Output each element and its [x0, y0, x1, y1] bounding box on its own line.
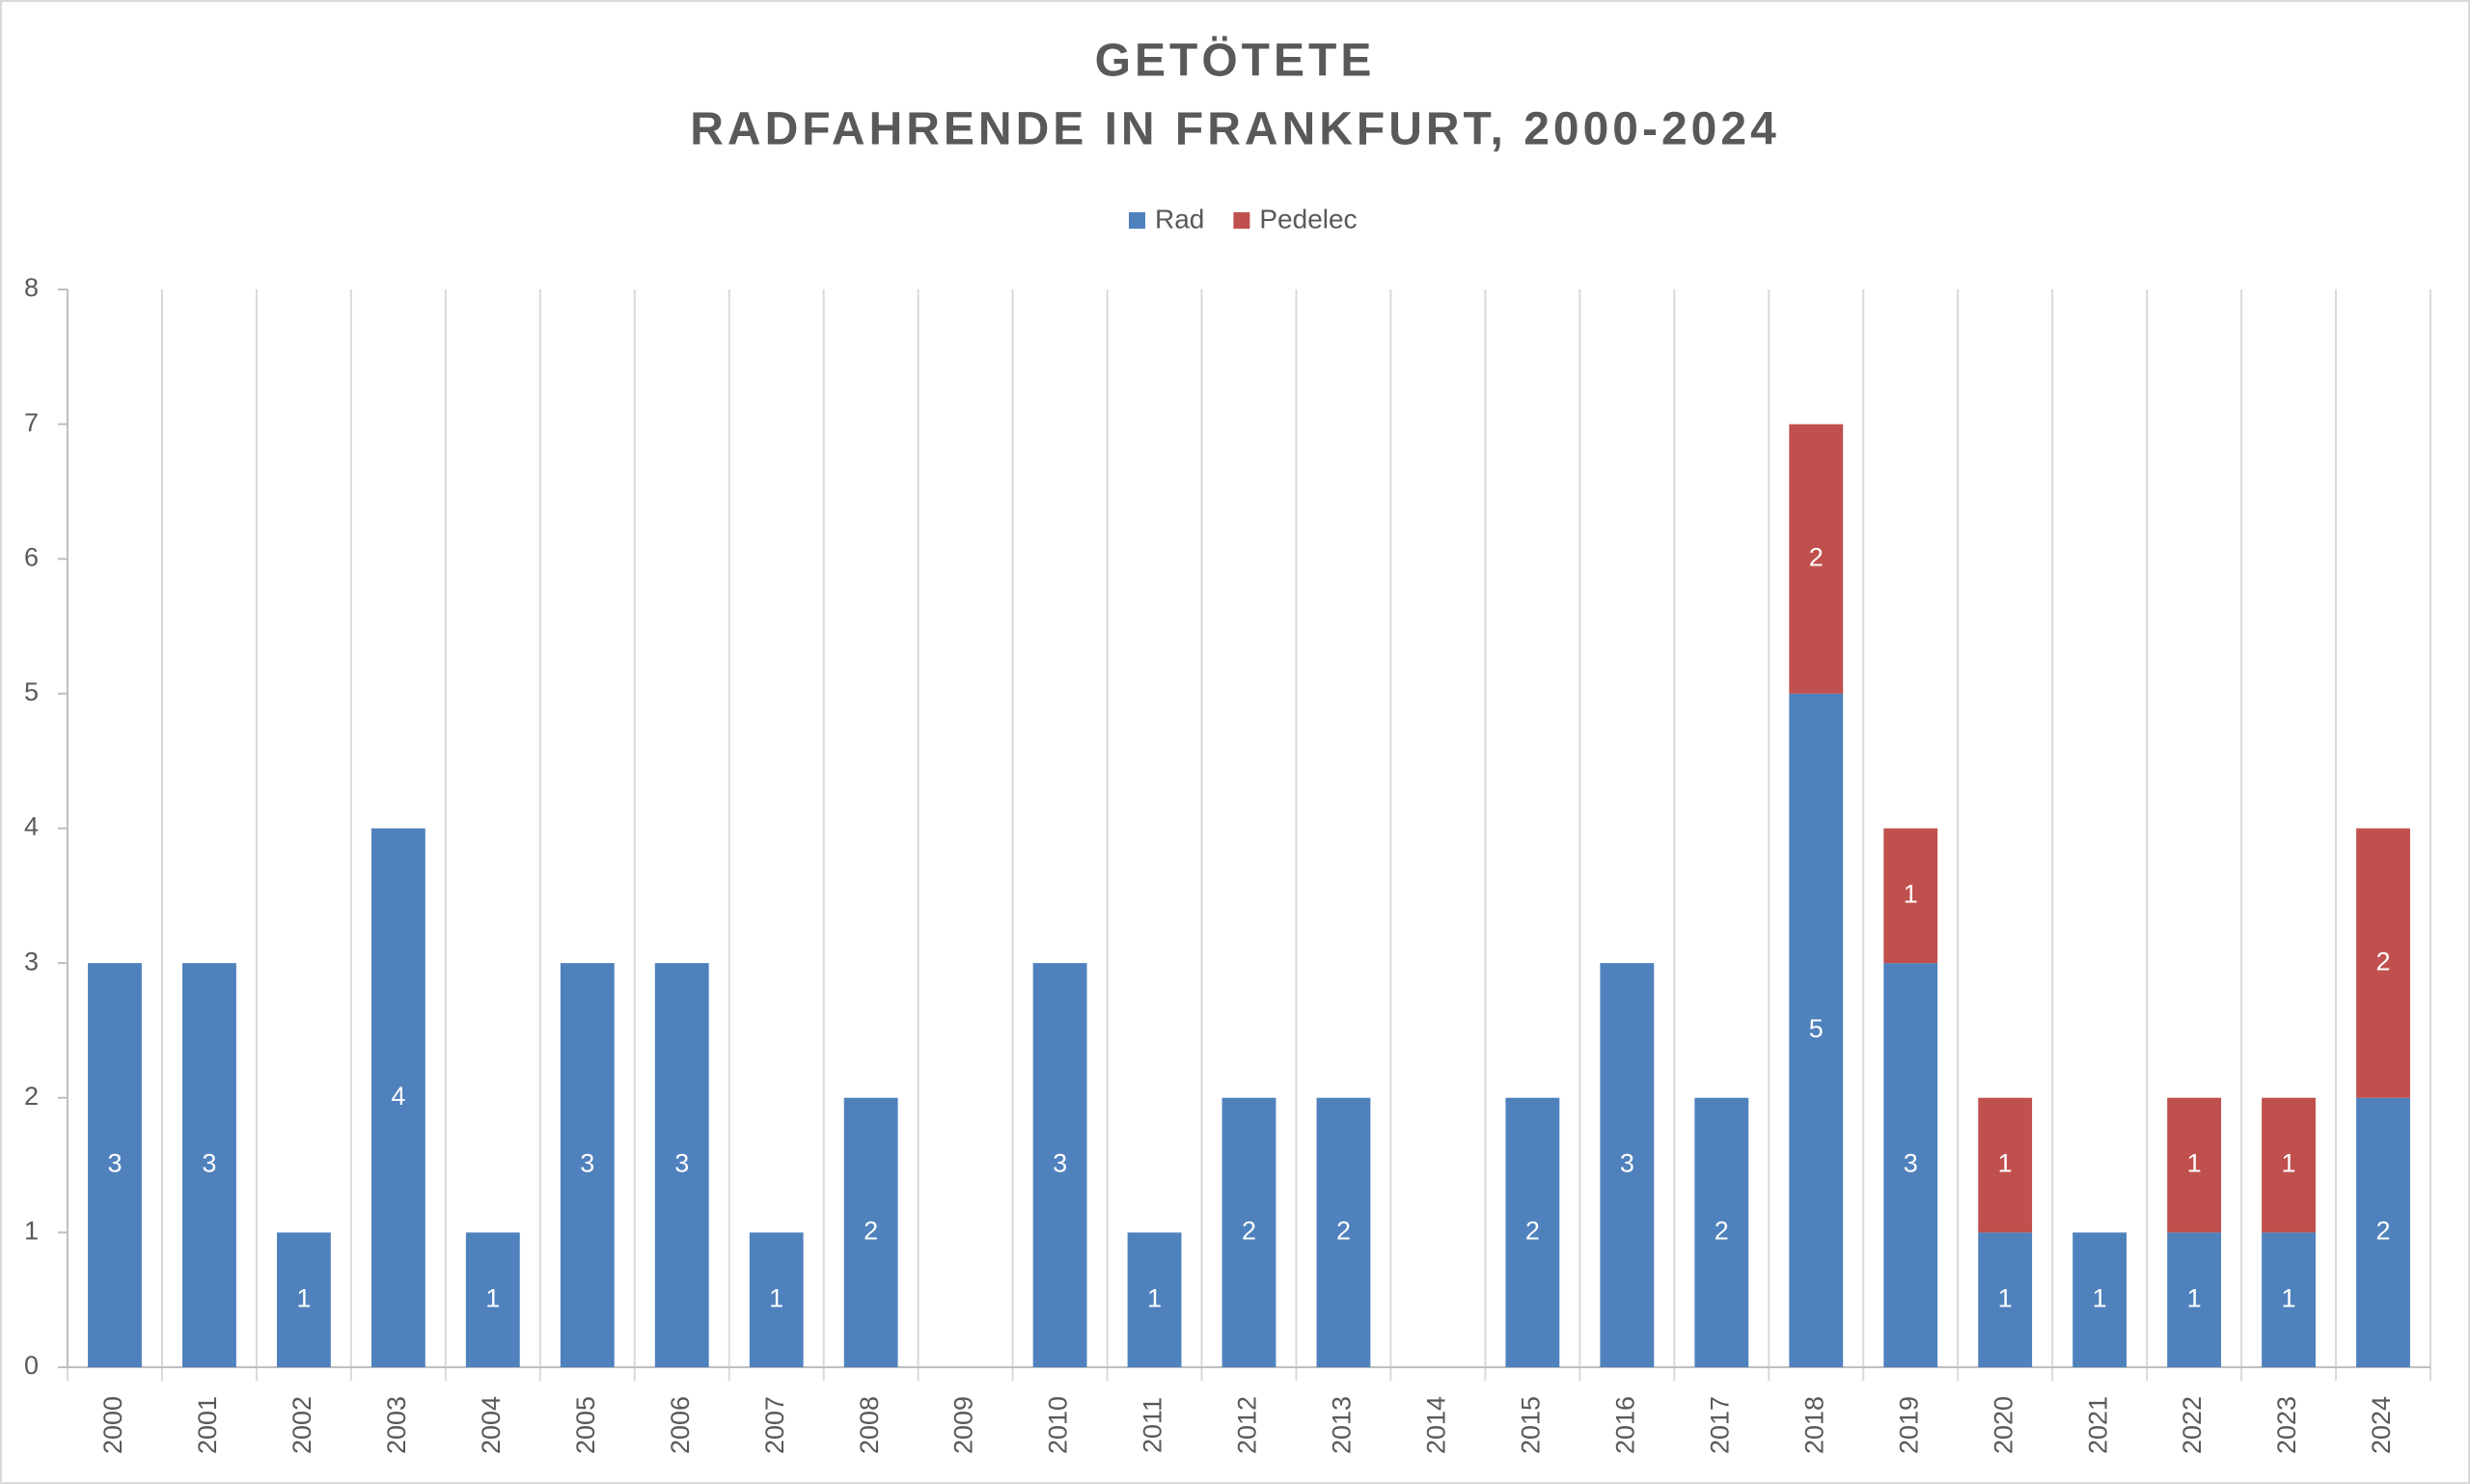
data-label: 4 [391, 1082, 405, 1111]
bar [749, 1232, 804, 1367]
data-label: 2 [1715, 1217, 1729, 1246]
x-tick-label: 2019 [1894, 1396, 1923, 1454]
y-tick-label: 7 [24, 408, 39, 437]
x-tick-label: 2016 [1610, 1396, 1639, 1454]
x-tick-label: 2024 [2367, 1396, 2396, 1454]
x-tick-label: 2008 [855, 1396, 884, 1454]
bar [1316, 1097, 1371, 1367]
bar [843, 1097, 898, 1367]
bar [2072, 1232, 2127, 1367]
bar [88, 963, 142, 1367]
bar [1032, 963, 1087, 1367]
data-label: 3 [1904, 1149, 1918, 1178]
bar [370, 828, 425, 1367]
x-tick-label: 2022 [2178, 1396, 2207, 1454]
x-tick-label: 2002 [288, 1396, 316, 1454]
bar [2167, 1097, 2222, 1233]
x-tick-label: 2000 [98, 1396, 127, 1454]
bar [2356, 1097, 2410, 1367]
x-tick-label: 2001 [193, 1396, 222, 1454]
x-tick-label: 2006 [666, 1396, 695, 1454]
y-tick-label: 6 [24, 542, 39, 571]
x-tick-label: 2005 [571, 1396, 600, 1454]
data-label: 1 [769, 1283, 783, 1312]
chart-title: RADFAHRENDE IN FRANKFURT, 2000-2024 [690, 104, 1780, 155]
data-label: 3 [1053, 1149, 1067, 1178]
y-tick-label: 5 [24, 677, 39, 706]
data-label: 1 [1998, 1149, 2013, 1178]
x-tick-label: 2018 [1799, 1396, 1828, 1454]
data-label: 2 [1242, 1217, 1256, 1246]
data-label: 3 [580, 1149, 594, 1178]
data-label: 1 [485, 1283, 500, 1312]
x-tick-label: 2009 [949, 1396, 978, 1454]
legend-swatch [1233, 212, 1250, 229]
bar [1978, 1097, 2033, 1233]
y-tick-label: 3 [24, 947, 39, 976]
data-label: 1 [2187, 1149, 2202, 1178]
data-label: 2 [864, 1217, 878, 1246]
legend-swatch [1129, 212, 1145, 229]
bar [654, 963, 709, 1367]
bar [1789, 693, 1844, 1367]
bar [465, 1232, 520, 1367]
x-tick-label: 2007 [760, 1396, 789, 1454]
data-label: 1 [1147, 1283, 1162, 1312]
y-tick-label: 4 [24, 812, 39, 841]
data-label: 3 [1620, 1149, 1634, 1178]
data-label: 1 [1904, 879, 1918, 908]
data-label: 3 [674, 1149, 689, 1178]
x-tick-label: 2020 [1989, 1396, 2017, 1454]
bar [2356, 828, 2410, 1098]
y-tick-label: 1 [24, 1217, 39, 1246]
bar [1978, 1232, 2033, 1367]
data-label: 2 [1336, 1217, 1351, 1246]
data-label: 1 [1998, 1283, 2013, 1312]
x-tick-label: 2015 [1517, 1396, 1546, 1454]
data-label: 1 [2282, 1149, 2296, 1178]
x-tick-label: 2011 [1139, 1397, 1167, 1453]
bar [560, 963, 615, 1367]
x-tick-label: 2023 [2272, 1396, 2301, 1454]
bar [1221, 1097, 1276, 1367]
bar [1694, 1097, 1749, 1367]
chart-title: GETÖTETE [1095, 36, 1376, 87]
y-tick-label: 8 [24, 273, 39, 302]
x-tick-label: 2021 [2083, 1396, 2112, 1454]
data-label: 1 [2282, 1283, 2296, 1312]
bar [1883, 828, 1938, 964]
data-label: 3 [107, 1149, 122, 1178]
x-tick-label: 2017 [1705, 1396, 1734, 1454]
x-tick-label: 2013 [1328, 1396, 1357, 1454]
x-tick-label: 2012 [1233, 1396, 1262, 1454]
legend-label: Rad [1155, 204, 1204, 234]
x-tick-label: 2010 [1044, 1396, 1073, 1454]
bar [2262, 1097, 2316, 1233]
data-label: 5 [1809, 1014, 1824, 1043]
x-tick-label: 2004 [477, 1396, 506, 1454]
data-label: 1 [2093, 1283, 2107, 1312]
data-label: 2 [2376, 1217, 2391, 1246]
data-label: 3 [202, 1149, 216, 1178]
bar [276, 1232, 331, 1367]
data-label: 1 [296, 1283, 311, 1312]
bar [1883, 963, 1938, 1367]
data-label: 2 [1809, 542, 1824, 571]
x-tick-label: 2014 [1422, 1396, 1451, 1454]
bar [1600, 963, 1655, 1367]
bar [1505, 1097, 1560, 1367]
x-tick-label: 2003 [382, 1396, 411, 1454]
bar [1789, 424, 1844, 694]
y-tick-label: 0 [24, 1351, 39, 1380]
data-label: 1 [2187, 1283, 2202, 1312]
bar [2167, 1232, 2222, 1367]
bar [2262, 1232, 2316, 1367]
bar [182, 963, 236, 1367]
legend-label: Pedelec [1259, 204, 1357, 234]
bar [1127, 1232, 1182, 1367]
y-tick-label: 2 [24, 1082, 39, 1111]
data-label: 2 [1525, 1217, 1540, 1246]
data-label: 2 [2376, 947, 2391, 976]
